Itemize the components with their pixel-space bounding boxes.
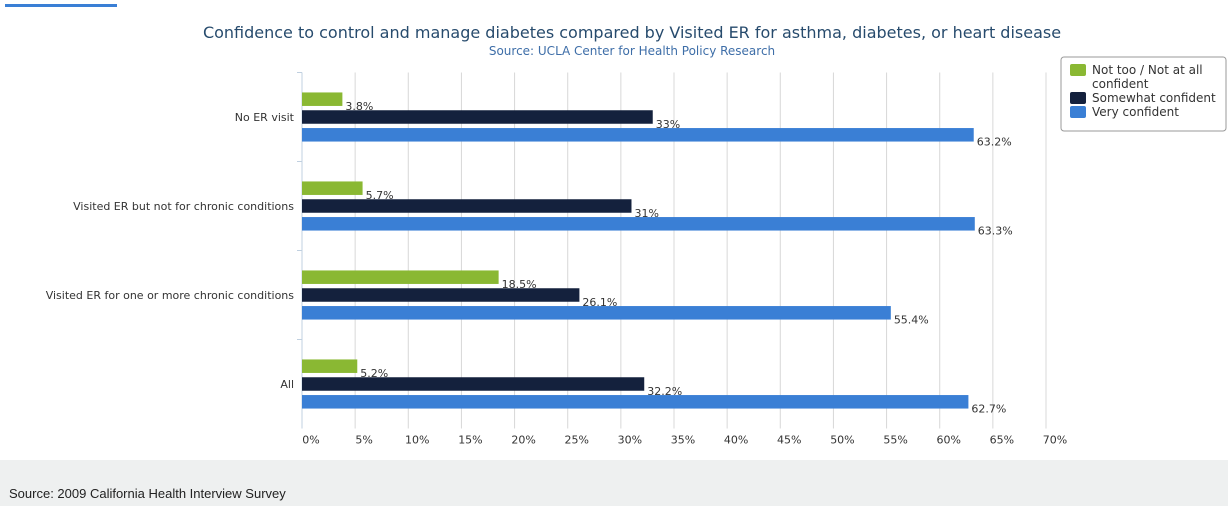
x-tick-label: 65% (990, 434, 1014, 447)
legend-box (1060, 56, 1227, 132)
x-tick-label: 30% (618, 434, 642, 447)
x-tick-label: 10% (405, 434, 429, 447)
legend-swatch (1070, 106, 1086, 118)
bar (302, 110, 653, 124)
y-tick-label: Visited ER but not for chronic condition… (73, 200, 294, 213)
x-tick-label: 45% (777, 434, 801, 447)
x-tick-label: 20% (511, 434, 535, 447)
value-label: 3.8% (345, 100, 373, 113)
bar (302, 217, 975, 231)
legend-swatch (1070, 92, 1086, 104)
x-tick-label: 60% (936, 434, 960, 447)
x-tick-label: 70% (1043, 434, 1067, 447)
bar (302, 199, 632, 213)
bar (302, 288, 580, 302)
bar (302, 395, 969, 409)
value-label: 32.2% (647, 385, 682, 398)
x-tick-label: 35% (671, 434, 695, 447)
x-tick-label: 15% (458, 434, 482, 447)
top-bar (5, 4, 117, 7)
x-tick-label: 40% (724, 434, 748, 447)
bar (302, 359, 358, 373)
value-label: 63.3% (978, 225, 1013, 238)
value-label: 31% (634, 207, 658, 220)
chart: Confidence to control and manage diabete… (5, 4, 1227, 447)
bar (302, 128, 974, 142)
footer: Source: 2009 California Health Interview… (0, 460, 1228, 506)
bar (302, 181, 363, 195)
chart-title: Confidence to control and manage diabete… (203, 23, 1061, 42)
bar (302, 270, 499, 284)
x-tick-label: 55% (883, 434, 907, 447)
value-label: 18.5% (502, 278, 537, 291)
legend-label: Somewhat confident (1092, 91, 1216, 105)
legend-label: Very confident (1092, 105, 1179, 119)
value-label: 5.7% (366, 189, 394, 202)
x-tick-label: 5% (355, 434, 372, 447)
y-tick-label: Visited ER for one or more chronic condi… (46, 289, 295, 302)
legend-label: Not too / Not at all confident (1092, 63, 1203, 91)
value-label: 63.2% (977, 136, 1012, 149)
x-tick-label: 50% (830, 434, 854, 447)
value-label: 5.2% (360, 367, 388, 380)
value-label: 33% (656, 118, 680, 131)
y-tick-label: All (280, 378, 294, 391)
value-label: 62.7% (971, 403, 1006, 416)
y-tick-label: No ER visit (235, 111, 295, 124)
value-label: 26.1% (582, 296, 617, 309)
bar (302, 92, 343, 106)
bar (302, 377, 645, 391)
x-tick-label: 0% (302, 434, 319, 447)
chart-subtitle: Source: UCLA Center for Health Policy Re… (489, 44, 775, 58)
bar (302, 306, 891, 320)
value-label: 55.4% (894, 314, 929, 327)
legend-swatch (1070, 64, 1086, 76)
x-tick-label: 25% (564, 434, 588, 447)
